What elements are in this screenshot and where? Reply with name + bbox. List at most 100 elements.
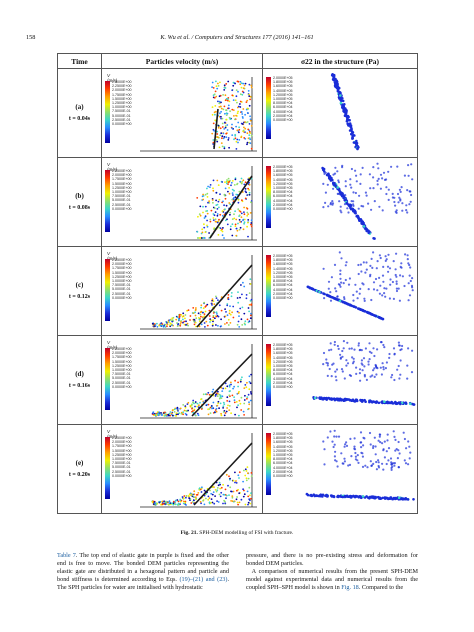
fluid-particle <box>161 323 164 326</box>
fluid-particle <box>208 497 211 499</box>
legend-tick: 2.5000E+00 <box>112 80 132 84</box>
fluid-particle <box>154 324 157 327</box>
fluid-particle <box>206 212 209 215</box>
figure-ref-link[interactable]: Fig. 18 <box>341 584 359 592</box>
fluid-particle <box>237 474 240 477</box>
fragment-particle <box>343 445 346 448</box>
legend-tick: 2.0000E+04 <box>273 202 293 207</box>
fluid-particle <box>225 114 228 116</box>
fragment-particle <box>403 284 406 288</box>
fragment-particle <box>339 353 342 356</box>
fluid-particle <box>226 180 229 183</box>
fluid-particle <box>238 414 240 417</box>
fragment-particle <box>377 459 380 462</box>
fluid-particle <box>233 385 236 388</box>
row-time: t = 0.04s <box>68 116 91 122</box>
fragment-particle <box>344 264 347 267</box>
velocity-legend-title: V (m/s) <box>107 251 118 261</box>
fragment-particle <box>382 171 386 174</box>
fluid-particle <box>241 306 244 309</box>
fluid-particle <box>227 107 230 110</box>
fluid-particle <box>233 401 236 404</box>
fluid-particle <box>210 209 213 212</box>
fluid-particle <box>225 132 228 135</box>
fluid-particle <box>218 407 220 410</box>
fluid-particle <box>228 394 231 397</box>
fragment-particle <box>348 374 351 377</box>
fluid-particle <box>215 199 217 202</box>
fluid-particle <box>183 495 186 497</box>
fragment-particle <box>375 468 378 471</box>
fluid-particle <box>244 113 247 116</box>
fluid-particle <box>240 318 243 321</box>
fragment-particle <box>379 433 382 436</box>
fluid-particle <box>207 391 210 394</box>
fragment-particle <box>337 283 340 286</box>
legend-tick: 8.0000E+04 <box>273 190 293 195</box>
fluid-particle <box>226 314 229 317</box>
page-number: 158 <box>26 34 36 41</box>
fluid-particle <box>190 502 193 504</box>
fluid-particle <box>169 411 172 413</box>
structure-particle <box>347 124 350 127</box>
fluid-particle <box>246 214 249 217</box>
fluid-particle <box>248 381 251 383</box>
fluid-particle <box>200 491 203 493</box>
fluid-particle <box>239 210 242 213</box>
fluid-particle <box>213 502 216 505</box>
fragment-particle <box>377 177 380 180</box>
fragment-particle <box>360 451 363 454</box>
legend-tick: 1.2000E+05 <box>273 181 293 186</box>
fluid-particle <box>202 307 205 310</box>
legend-tick: 7.5000E-01 <box>112 194 131 199</box>
fluid-particle <box>212 300 215 302</box>
fluid-particle <box>236 489 238 492</box>
fluid-particle <box>226 385 229 388</box>
fluid-particle <box>235 401 238 403</box>
fluid-particle <box>231 89 234 92</box>
fragment-particle <box>379 341 383 344</box>
fragment-particle <box>334 287 337 290</box>
fragment-particle <box>361 465 365 468</box>
fragment-particle <box>383 287 386 290</box>
fragment-particle <box>343 457 346 460</box>
legend-tick: 2.0000E+05 <box>273 165 293 169</box>
fluid-particle <box>233 217 236 220</box>
fluid-particle <box>224 94 227 97</box>
fragment-particle <box>377 464 380 468</box>
fragment-particle <box>375 460 378 464</box>
fluid-particle <box>199 313 202 316</box>
fluid-particle <box>225 410 228 413</box>
fluid-particle <box>245 477 248 480</box>
structure-particle <box>327 294 330 297</box>
structure-particle <box>364 400 367 403</box>
fragment-particle <box>397 440 400 444</box>
fluid-particle <box>191 501 194 503</box>
fragment-particle <box>372 176 375 179</box>
fluid-particle <box>163 500 165 503</box>
fluid-particle <box>238 126 241 129</box>
legend-tick: 6.0000E+04 <box>273 372 293 377</box>
fluid-particle <box>230 490 232 493</box>
structure-particle <box>377 401 381 405</box>
fluid-particle <box>180 412 183 415</box>
fluid-particle <box>243 322 246 325</box>
fragment-particle <box>355 180 358 183</box>
equation-ref-link[interactable]: (19)–(21) and (23) <box>179 576 228 584</box>
legend-tick: 0.0000E+00 <box>273 207 293 212</box>
fluid-particle <box>215 85 218 88</box>
fluid-particle <box>220 142 223 144</box>
fluid-particle <box>226 182 228 185</box>
table-ref-link[interactable]: Table 7 <box>57 552 76 559</box>
fluid-particle <box>197 312 200 315</box>
structure-particle <box>338 90 341 94</box>
fluid-particle <box>235 218 238 221</box>
row-time: t = 0.08s <box>68 205 91 211</box>
legend-tick: 7.5000E-01 <box>112 283 131 288</box>
fluid-particle <box>224 126 227 129</box>
fluid-particle <box>184 317 186 320</box>
fluid-particle <box>195 307 197 309</box>
fluid-particle <box>223 414 226 417</box>
fluid-particle <box>195 325 197 328</box>
fragment-particle <box>357 342 360 345</box>
